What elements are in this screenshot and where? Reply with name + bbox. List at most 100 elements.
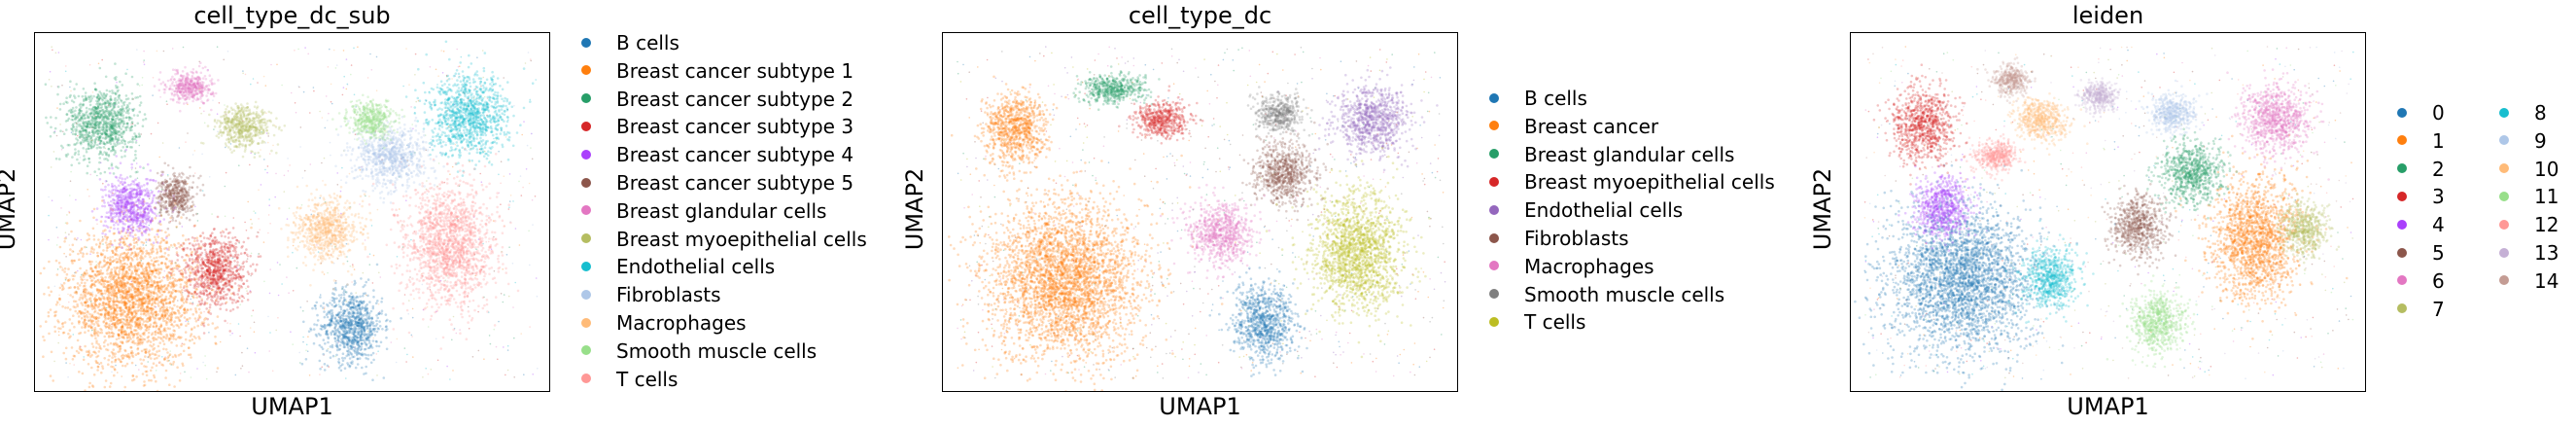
noise-point <box>430 138 433 141</box>
noise-point <box>459 75 461 78</box>
noise-point <box>88 63 91 66</box>
noise-point <box>161 356 163 358</box>
data-point <box>70 322 74 325</box>
data-point <box>333 316 337 320</box>
data-point <box>357 342 361 346</box>
noise-point <box>220 269 223 271</box>
noise-point <box>449 378 451 380</box>
data-point <box>83 155 86 158</box>
data-point <box>135 300 138 302</box>
noise-point <box>368 196 370 197</box>
data-point <box>110 267 114 271</box>
data-point <box>352 296 355 300</box>
data-point <box>43 267 46 270</box>
noise-point <box>120 219 122 221</box>
noise-point <box>74 271 76 274</box>
data-point <box>155 238 157 241</box>
data-point <box>168 306 172 309</box>
noise-point <box>459 98 462 101</box>
noise-point <box>401 224 403 227</box>
noise-point <box>275 329 277 332</box>
noise-point <box>300 204 303 206</box>
noise-point <box>83 356 85 358</box>
noise-point <box>72 115 75 118</box>
data-point <box>111 332 114 335</box>
data-point <box>128 319 132 323</box>
data-point <box>134 312 138 316</box>
data-point <box>119 347 122 351</box>
noise-point <box>209 255 211 257</box>
noise-point <box>330 299 331 302</box>
noise-point <box>453 328 456 330</box>
data-point <box>164 314 167 318</box>
noise-point <box>334 327 336 330</box>
data-point <box>340 338 343 340</box>
noise-point <box>341 93 344 96</box>
data-point <box>304 358 308 361</box>
noise-point <box>308 374 311 376</box>
noise-point <box>477 349 480 352</box>
data-point <box>132 316 135 319</box>
data-point <box>65 128 68 131</box>
data-point <box>211 322 215 325</box>
data-point <box>362 319 366 323</box>
noise-point <box>377 350 379 353</box>
data-point <box>134 254 138 258</box>
noise-point <box>309 209 312 211</box>
data-point <box>341 359 345 363</box>
data-point <box>136 170 139 174</box>
data-point <box>76 312 80 315</box>
data-point <box>346 321 350 325</box>
noise-point <box>89 301 92 302</box>
noise-point <box>501 250 503 253</box>
noise-point <box>270 63 272 66</box>
noise-point <box>530 147 532 149</box>
data-point <box>300 362 304 366</box>
noise-point <box>148 224 151 227</box>
data-point <box>354 347 358 351</box>
data-point <box>359 318 363 321</box>
data-point <box>114 268 117 271</box>
noise-point <box>195 304 198 307</box>
noise-point <box>343 150 345 152</box>
data-point <box>147 295 151 299</box>
noise-point <box>181 226 184 228</box>
noise-point <box>449 173 451 175</box>
data-point <box>175 344 179 347</box>
noise-point <box>535 79 537 81</box>
data-point <box>113 239 117 242</box>
data-point <box>331 330 334 333</box>
noise-point <box>130 168 133 171</box>
data-point <box>335 345 339 348</box>
data-point <box>197 336 200 338</box>
data-point <box>154 216 157 220</box>
data-point <box>354 316 358 319</box>
data-point <box>367 311 371 315</box>
noise-point <box>238 265 241 267</box>
data-point <box>91 227 95 231</box>
data-point <box>71 262 74 265</box>
data-point <box>136 305 140 309</box>
data-point <box>82 255 85 258</box>
noise-point <box>339 190 342 193</box>
noise-point <box>111 130 113 133</box>
data-point <box>182 275 185 279</box>
data-point <box>109 381 113 385</box>
noise-point <box>245 230 248 231</box>
noise-point <box>298 86 300 89</box>
noise-point <box>170 311 172 314</box>
data-point <box>74 143 77 146</box>
data-point <box>376 316 380 320</box>
data-point <box>366 321 368 325</box>
data-point <box>355 337 359 339</box>
data-point <box>342 297 346 300</box>
data-point <box>99 220 103 223</box>
data-point <box>338 332 342 336</box>
data-point <box>341 363 344 367</box>
data-point <box>92 238 96 241</box>
data-point <box>366 312 369 315</box>
data-point <box>108 140 112 144</box>
data-point <box>150 259 154 262</box>
noise-point <box>351 100 354 102</box>
noise-point <box>56 86 58 88</box>
